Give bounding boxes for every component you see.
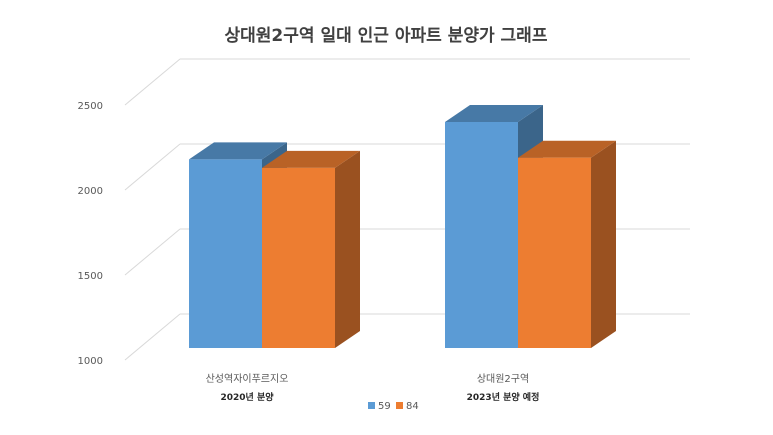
- y-tick-label: 2000: [78, 186, 103, 197]
- legend: 59 84: [368, 401, 419, 412]
- category-label: 산성역자이푸르지오: [206, 373, 289, 385]
- bar-top: [189, 142, 287, 160]
- legend-swatch: [396, 402, 403, 409]
- bar-side: [335, 150, 360, 348]
- legend-item-59: 59: [368, 401, 391, 412]
- bar-84-1: [262, 150, 360, 348]
- category-sublabel: 2020년 분양: [220, 391, 274, 403]
- y-tick-label: 2500: [78, 101, 103, 112]
- bar-front: [445, 122, 518, 348]
- gridline-diagonal: [124, 313, 181, 361]
- bar-top: [262, 150, 360, 168]
- category-label: 상대원2구역: [477, 373, 529, 385]
- category-sublabel: 2023년 분양 예정: [467, 391, 540, 403]
- bar-front: [262, 167, 335, 348]
- legend-item-84: 84: [396, 401, 419, 412]
- x-axis: 산성역자이푸르지오 2020년 분양 상대원2구역 2023년 분양 예정: [206, 373, 540, 403]
- y-axis: 1000 1500 2000 2500: [78, 101, 103, 367]
- gridline-diagonal: [124, 58, 181, 106]
- bar-top: [518, 140, 616, 158]
- y-tick-label: 1000: [78, 356, 103, 367]
- bar-side: [591, 140, 616, 348]
- legend-swatch: [368, 402, 375, 409]
- gridline-diagonal: [124, 143, 181, 191]
- bars: [189, 105, 616, 348]
- y-tick-label: 1500: [78, 271, 103, 282]
- bar-top: [445, 105, 543, 122]
- legend-label: 59: [378, 401, 391, 412]
- legend-label: 84: [406, 401, 419, 412]
- chart-title: 상대원2구역 일대 인근 아파트 분양가 그래프: [225, 26, 548, 46]
- gridline-diagonal: [124, 228, 181, 276]
- bar-front: [189, 159, 262, 348]
- bar-front: [518, 157, 591, 348]
- bar-84-2: [518, 140, 616, 348]
